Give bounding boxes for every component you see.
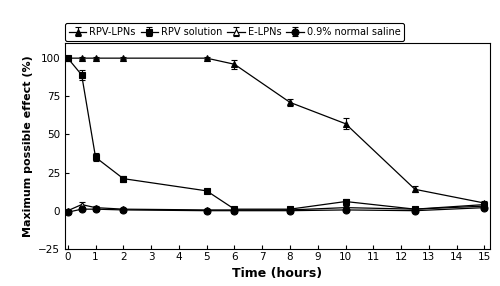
Y-axis label: Maximum possible effect (%): Maximum possible effect (%)	[22, 55, 32, 237]
Legend: RPV-LPNs, RPV solution, E-LPNs, 0.9% normal saline: RPV-LPNs, RPV solution, E-LPNs, 0.9% nor…	[65, 23, 404, 41]
X-axis label: Time (hours): Time (hours)	[232, 267, 322, 280]
